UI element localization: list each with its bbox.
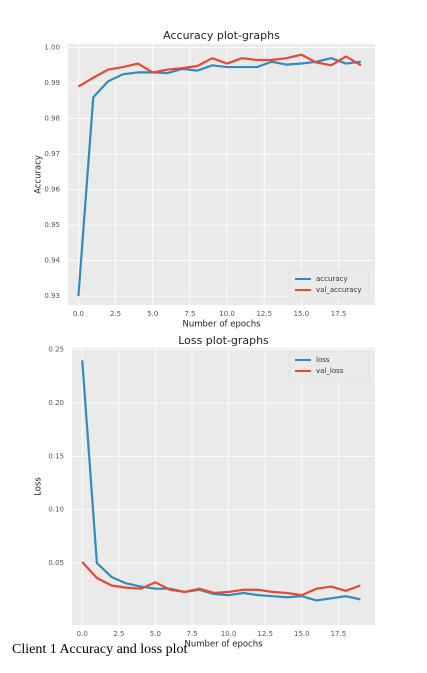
y-tick-label: 0.99 bbox=[44, 79, 60, 87]
legend-label: accuracy bbox=[316, 275, 348, 283]
chart-title: Accuracy plot-graphs bbox=[163, 29, 280, 42]
line bbox=[77, 53, 362, 88]
x-tick-label: 15.0 bbox=[294, 310, 310, 318]
x-tick-label: 5.0 bbox=[147, 310, 158, 318]
caption: Client 1 Accuracy and loss plot bbox=[12, 642, 187, 657]
x-tick-label: 10.0 bbox=[219, 310, 235, 318]
plot-area bbox=[68, 44, 375, 305]
y-tick-label: 0.95 bbox=[44, 221, 60, 229]
y-axis-label: Accuracy bbox=[34, 155, 44, 194]
y-tick-label: 0.20 bbox=[48, 399, 64, 407]
line bbox=[81, 561, 361, 597]
legend-label: val_accuracy bbox=[316, 286, 361, 294]
x-tick-label: 2.5 bbox=[110, 310, 121, 318]
x-tick-label: 2.5 bbox=[113, 630, 124, 638]
legend-box bbox=[288, 270, 370, 300]
y-tick-label: 0.94 bbox=[44, 257, 60, 265]
x-tick-label: 12.5 bbox=[256, 310, 272, 318]
x-tick-label: 7.5 bbox=[184, 310, 195, 318]
x-axis-label: Number of epochs bbox=[182, 320, 261, 330]
plot-area bbox=[72, 348, 375, 625]
x-tick-label: 0.0 bbox=[77, 630, 88, 638]
x-tick-label: 17.5 bbox=[331, 310, 347, 318]
y-tick-label: 0.25 bbox=[48, 346, 64, 354]
x-tick-label: 5.0 bbox=[150, 630, 161, 638]
x-axis-label: Number of epochs bbox=[184, 640, 263, 650]
y-tick-label: 0.93 bbox=[44, 292, 60, 300]
y-axis-label: Loss bbox=[34, 477, 44, 496]
x-tick-label: 10.0 bbox=[221, 630, 237, 638]
line bbox=[81, 360, 361, 602]
y-tick-label: 0.10 bbox=[48, 506, 64, 514]
y-tick-label: 0.15 bbox=[48, 452, 64, 460]
x-tick-label: 0.0 bbox=[73, 310, 84, 318]
chart-title: Loss plot-graphs bbox=[178, 334, 269, 347]
legend-box bbox=[288, 351, 370, 381]
y-tick-label: 0.98 bbox=[44, 115, 60, 123]
x-tick-label: 12.5 bbox=[257, 630, 273, 638]
legend-label: val_loss bbox=[316, 367, 344, 375]
y-tick-label: 0.96 bbox=[44, 186, 60, 194]
legend-label: loss bbox=[316, 356, 330, 364]
y-tick-label: 0.05 bbox=[48, 559, 64, 567]
y-tick-label: 0.97 bbox=[44, 150, 60, 158]
x-tick-label: 15.0 bbox=[294, 630, 310, 638]
x-tick-label: 7.5 bbox=[186, 630, 197, 638]
x-tick-label: 17.5 bbox=[331, 630, 347, 638]
y-tick-label: 1.00 bbox=[44, 44, 60, 52]
